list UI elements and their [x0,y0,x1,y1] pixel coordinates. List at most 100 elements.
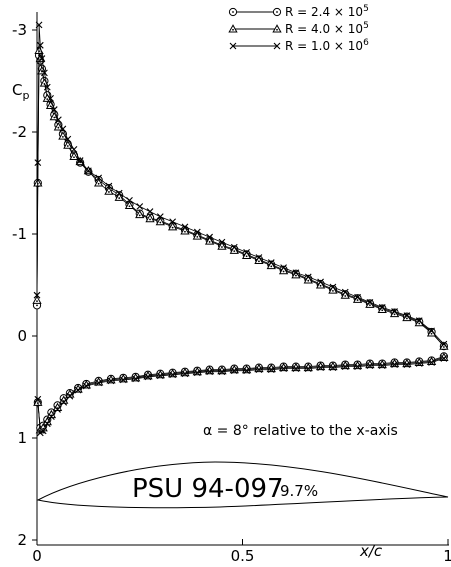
y-axis-label: Cp [12,81,29,102]
data-point [303,275,313,284]
data-point-dot [232,11,234,13]
data-point [341,288,349,296]
data-point-dot [381,309,384,312]
data-point [230,243,238,251]
data-point-dot [36,300,38,302]
data-point [145,213,155,223]
data-point [124,200,135,209]
data-point [54,406,61,413]
x-axis-label: x/c [359,542,383,560]
data-point [35,21,43,29]
data-point-dot [393,313,396,316]
alpha-annotation: α = 8° relative to the x-axis [203,423,398,439]
data-point [340,290,350,299]
data-point [403,312,411,319]
data-point [391,361,398,368]
data-point-dot [232,28,234,31]
data-point [391,308,398,315]
data-point [366,298,374,306]
data-point [354,293,361,301]
data-point [243,248,250,256]
data-point-dot [406,317,408,320]
data-point [280,365,287,373]
data-point [315,280,326,289]
data-point-dot [61,135,64,138]
data-point [70,145,78,153]
data-point-dot [245,255,248,258]
data-point [243,367,250,375]
y-tick-label: 0 [17,327,27,345]
data-point [167,222,178,231]
data-point-dot [49,105,52,108]
data-point [255,254,263,261]
data-point [328,285,338,294]
data-point-dot [276,11,278,13]
airfoil-name-label: PSU 94-097 [132,474,284,504]
data-point-dot [276,28,278,31]
data-point-dot [53,116,56,119]
data-point [59,125,67,133]
data-point-dot [97,182,100,185]
data-point [206,368,214,376]
data-point-dot [442,346,445,348]
data-point [230,367,238,375]
data-point [43,83,51,91]
data-point [43,420,51,428]
data-point [267,366,275,374]
data-point [60,398,68,406]
data-point-dot [36,304,38,307]
data-point-dot [282,270,285,273]
data-point [66,392,74,400]
airfoil-outline [36,461,449,509]
data-point [74,386,82,394]
data-point-dot [270,265,273,268]
legend-label: R = 1.0 × 106 [285,38,369,53]
y-tick-label: 1 [17,429,27,447]
data-point [94,178,104,187]
data-point-dot [295,274,297,277]
data-point [415,317,423,325]
y-tick-label: -3 [12,21,27,39]
data-point [267,259,275,266]
data-point-dot [171,226,174,229]
data-point [304,365,312,373]
data-point [135,209,145,219]
data-point [132,375,140,383]
data-point [192,231,202,240]
data-point [156,213,164,221]
series-layer [32,21,449,437]
data-point-dot [118,197,121,199]
y-tick-label: 2 [17,531,27,549]
data-point [428,327,435,335]
data-point-dot [159,221,162,224]
data-point [64,135,72,143]
data-point [403,361,411,368]
data-point [136,203,144,210]
data-point [228,24,238,33]
data-point-dot [332,290,334,292]
data-point [156,372,164,380]
data-point [366,362,374,369]
data-point [266,260,276,270]
data-point [292,269,300,277]
data-point [69,151,79,161]
data-point [378,304,386,311]
data-point-dot [307,279,310,282]
legend-label: R = 4.0 × 105 [285,21,369,36]
data-point-dot [369,304,371,307]
series-3 [33,21,448,437]
data-point-dot [196,235,199,238]
data-point [95,379,103,387]
data-point [304,273,312,281]
data-point [317,364,324,372]
y-tick-label: -2 [12,123,27,141]
data-point-dot [233,250,236,253]
data-point [50,106,58,113]
data-point [273,42,281,50]
data-point [119,376,127,384]
data-point-dot [46,98,49,101]
data-point [218,238,226,246]
x-tick-label: 0 [32,547,42,565]
